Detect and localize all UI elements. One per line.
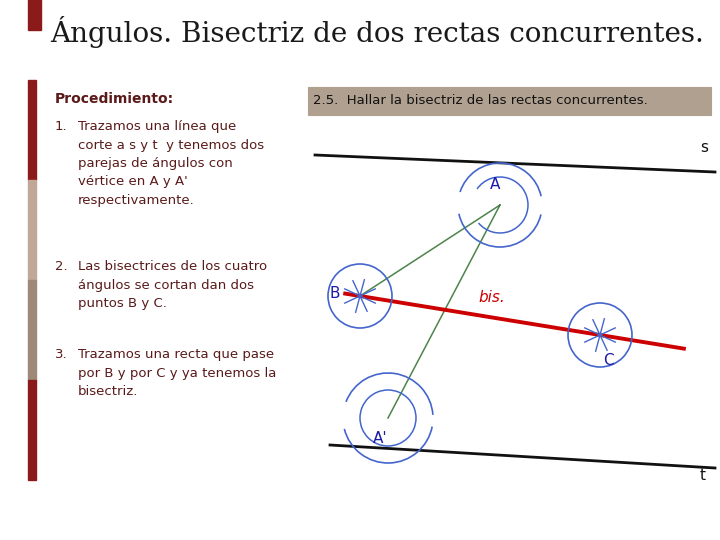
Text: s: s (700, 140, 708, 156)
Text: bis.: bis. (479, 291, 505, 306)
Bar (28, 280, 36, 380)
Text: C: C (603, 353, 613, 368)
Bar (308, 87, 711, 115)
Text: 3.: 3. (55, 348, 68, 361)
Text: Procedimiento:: Procedimiento: (55, 92, 174, 106)
Text: Trazamos una recta que pase
por B y por C y ya tenemos la
bisectriz.: Trazamos una recta que pase por B y por … (78, 348, 276, 398)
Text: 1.: 1. (55, 120, 68, 133)
Text: Las bisectrices de los cuatro
ángulos se cortan dan dos
puntos B y C.: Las bisectrices de los cuatro ángulos se… (78, 260, 267, 310)
Text: t: t (700, 468, 706, 483)
Text: 2.: 2. (55, 260, 68, 273)
Text: A: A (490, 177, 500, 192)
Text: B: B (330, 287, 340, 301)
Text: A': A' (373, 431, 387, 446)
Bar (28, 180, 36, 280)
Bar (28, 380, 36, 480)
Bar (28, 0, 41, 30)
Text: Trazamos una línea que
corte a s y t  y tenemos dos
parejas de ángulos con
vérti: Trazamos una línea que corte a s y t y t… (78, 120, 264, 207)
Text: Ángulos. Bisectriz de dos rectas concurrentes.: Ángulos. Bisectriz de dos rectas concurr… (50, 16, 704, 48)
Bar (28, 80, 36, 180)
Text: 2.5.  Hallar la bisectriz de las rectas concurrentes.: 2.5. Hallar la bisectriz de las rectas c… (313, 94, 648, 107)
